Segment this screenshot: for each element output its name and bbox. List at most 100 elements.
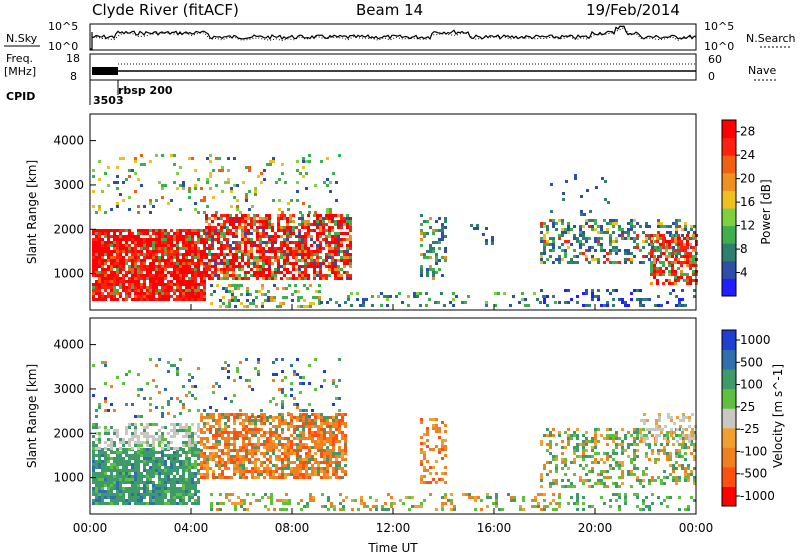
heatmap-cell	[119, 441, 122, 444]
heatmap-cell	[552, 225, 555, 228]
heatmap-cell	[316, 247, 319, 250]
heatmap-cell	[242, 181, 245, 184]
heatmap-cell	[212, 470, 215, 473]
heatmap-cell	[182, 493, 185, 496]
heatmap-cell	[292, 277, 295, 280]
heatmap-cell	[323, 452, 326, 455]
heatmap-cell	[687, 464, 690, 467]
heatmap-cell	[185, 232, 188, 235]
heatmap-cell	[674, 237, 677, 240]
heatmap-cell	[319, 214, 322, 217]
heatmap-cell	[226, 268, 229, 271]
heatmap-cell	[146, 423, 149, 426]
heatmap-cell	[191, 232, 194, 235]
heatmap-cell	[167, 478, 170, 481]
heatmap-cell	[164, 268, 167, 271]
heatmap-cell	[242, 455, 245, 458]
heatmap-cell	[311, 446, 314, 449]
heatmap-cell	[98, 208, 101, 211]
heatmap-cell	[230, 413, 233, 416]
heatmap-cell	[149, 298, 152, 301]
heatmap-cell	[95, 423, 98, 426]
heatmap-cell	[110, 241, 113, 244]
heatmap-cell	[107, 454, 110, 457]
heatmap-cell	[161, 268, 164, 271]
heatmap-cell	[110, 259, 113, 262]
heatmap-cell	[116, 457, 119, 460]
heatmap-cell	[624, 449, 627, 452]
heatmap-cell	[331, 256, 334, 259]
heatmap-cell	[323, 431, 326, 434]
heatmap-cell	[243, 502, 246, 505]
heatmap-cell	[92, 475, 95, 478]
heatmap-cell	[432, 247, 435, 250]
heatmap-cell	[612, 219, 615, 222]
heatmap-cell	[340, 220, 343, 223]
heatmap-cell	[95, 241, 98, 244]
heatmap-cell	[233, 470, 236, 473]
heatmap-cell	[491, 242, 494, 245]
heatmap-cell	[310, 256, 313, 259]
heatmap-cell	[600, 479, 603, 482]
heatmap-cell	[101, 259, 104, 262]
heatmap-cell	[155, 253, 158, 256]
heatmap-cell	[689, 258, 692, 261]
heatmap-cell	[678, 428, 681, 431]
heatmap-cell	[140, 388, 143, 391]
heatmap-cell	[362, 298, 365, 301]
heatmap-cell	[131, 457, 134, 460]
heatmap-cell	[537, 502, 540, 505]
heatmap-cell	[332, 419, 335, 422]
heatmap-cell	[167, 481, 170, 484]
heatmap-cell	[301, 250, 304, 253]
heatmap-cell	[107, 259, 110, 262]
heatmap-cell	[318, 299, 321, 302]
heatmap-cell	[98, 238, 101, 241]
heatmap-cell	[335, 301, 338, 304]
power-ylabel: Slant Range [km]	[25, 160, 39, 264]
heatmap-cell	[262, 271, 265, 274]
heatmap-cell	[271, 244, 274, 247]
heatmap-cell	[131, 262, 134, 265]
heatmap-cell	[337, 268, 340, 271]
heatmap-cell	[420, 442, 423, 445]
heatmap-cell	[660, 252, 663, 255]
heatmap-cell	[675, 452, 678, 455]
heatmap-cell	[110, 475, 113, 478]
heatmap-cell	[692, 261, 695, 264]
heatmap-cell	[624, 252, 627, 255]
heatmap-cell	[143, 229, 146, 232]
heatmap-cell	[146, 490, 149, 493]
heatmap-cell	[567, 434, 570, 437]
heatmap-cell	[287, 437, 290, 440]
heatmap-cell	[654, 461, 657, 464]
heatmap-cell	[176, 451, 179, 454]
heatmap-cell	[164, 448, 167, 451]
heatmap-cell	[328, 247, 331, 250]
heatmap-cell	[322, 223, 325, 226]
heatmap-cell	[452, 298, 455, 301]
heatmap-cell	[423, 499, 426, 502]
heatmap-cell	[113, 466, 116, 469]
heatmap-cell	[275, 437, 278, 440]
heatmap-cell	[227, 416, 230, 419]
heatmap-cell	[262, 247, 265, 250]
heatmap-cell	[287, 461, 290, 464]
heatmap-cell	[182, 490, 185, 493]
heatmap-cell	[205, 262, 208, 265]
heatmap-cell	[116, 472, 119, 475]
heatmap-cell	[197, 298, 200, 301]
heatmap-cell	[444, 445, 447, 448]
heatmap-cell	[263, 476, 266, 479]
heatmap-cell	[131, 283, 134, 286]
heatmap-cell	[354, 499, 357, 502]
heatmap-cell	[334, 214, 337, 217]
heatmap-cell	[241, 217, 244, 220]
heatmap-cell	[188, 379, 191, 382]
heatmap-cell	[684, 249, 687, 252]
heatmap-cell	[264, 299, 267, 302]
heatmap-cell	[247, 253, 250, 256]
heatmap-cell	[131, 256, 134, 259]
heatmap-cell	[134, 238, 137, 241]
heatmap-cell	[104, 247, 107, 250]
